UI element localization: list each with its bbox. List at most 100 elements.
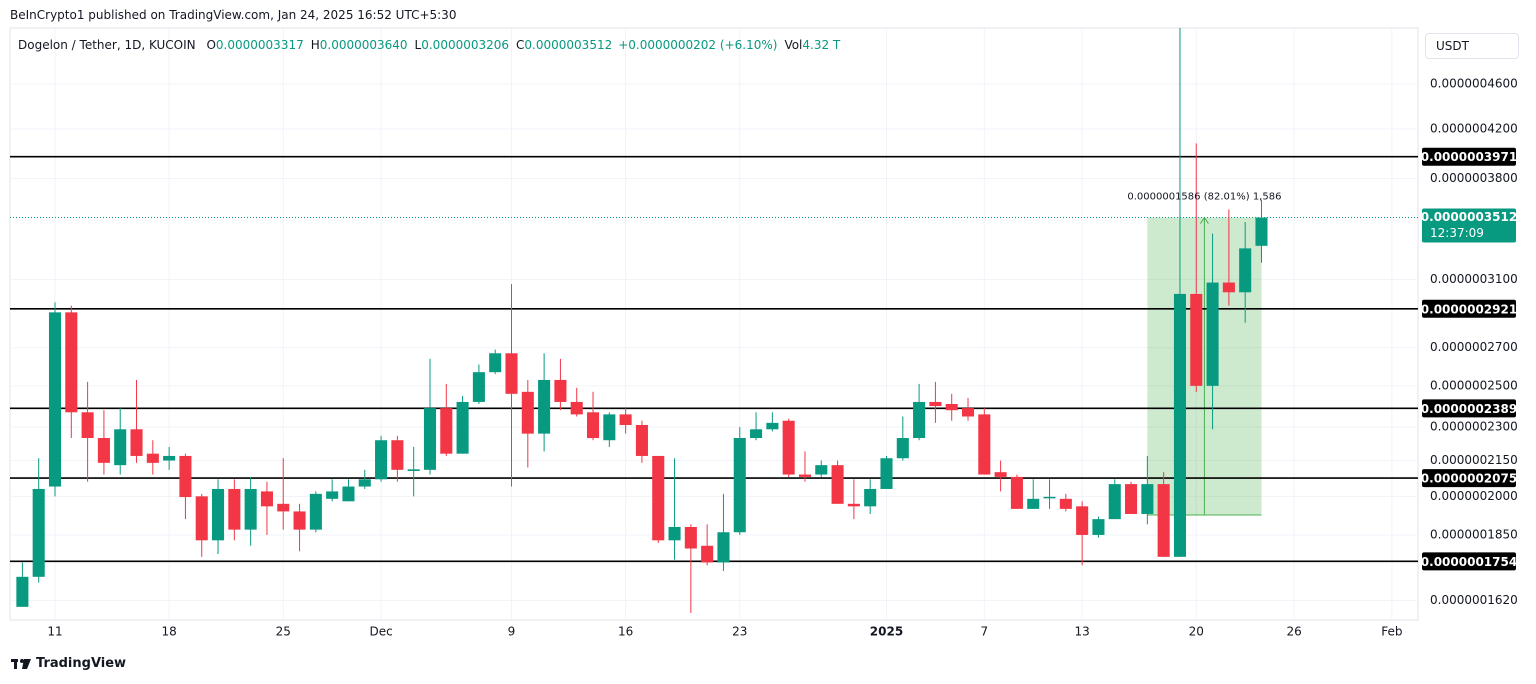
candle-body bbox=[244, 488, 257, 530]
candle-body bbox=[586, 412, 600, 439]
level-label: 0.0000002075 bbox=[1421, 472, 1517, 486]
candle-body bbox=[32, 488, 45, 577]
legend-key: O bbox=[206, 38, 216, 52]
candle-body bbox=[489, 353, 502, 373]
level-label: 0.0000002921 bbox=[1421, 302, 1517, 316]
x-tick-label: 23 bbox=[732, 625, 747, 639]
candle-body bbox=[1043, 496, 1056, 499]
x-tick-label: 16 bbox=[618, 625, 633, 639]
candle-body bbox=[212, 488, 225, 541]
candle-body bbox=[538, 379, 551, 434]
candle-body bbox=[114, 429, 127, 466]
legend-value: 0.0000003317 bbox=[215, 38, 304, 52]
level-label-bg bbox=[1422, 552, 1516, 571]
candle-body bbox=[293, 511, 306, 530]
y-tick-label: 0.0000002000 bbox=[1430, 489, 1518, 503]
candle-body bbox=[97, 438, 110, 463]
candle-body bbox=[423, 408, 437, 470]
last-price-label: 0.0000003512 bbox=[1421, 210, 1517, 224]
candle-body bbox=[309, 493, 322, 530]
candle-body bbox=[1141, 484, 1154, 514]
candle-body bbox=[440, 408, 453, 454]
candle-body bbox=[1239, 248, 1252, 293]
level-label: 0.0000001754 bbox=[1421, 555, 1517, 569]
x-tick-label: 11 bbox=[47, 625, 62, 639]
candle-body bbox=[668, 526, 681, 541]
candle-body bbox=[896, 438, 909, 459]
candle-body bbox=[684, 526, 697, 549]
y-tick-label: 0.0000002500 bbox=[1430, 378, 1518, 392]
candle-body bbox=[81, 412, 94, 439]
x-tick-label: 7 bbox=[980, 625, 988, 639]
axes: 0.0000004600 0.0000004200 0.0000003800 0.00… bbox=[47, 76, 1517, 638]
candle-body bbox=[831, 465, 844, 504]
legend-value: 0.0000003206 bbox=[421, 38, 510, 52]
candle-body bbox=[929, 401, 942, 407]
candle-body bbox=[228, 488, 241, 530]
candle-body bbox=[717, 532, 730, 563]
candle-body bbox=[277, 503, 290, 512]
candle-body bbox=[65, 312, 78, 413]
y-tick-label: 0.0000001850 bbox=[1430, 527, 1518, 541]
x-tick-label: 13 bbox=[1075, 625, 1090, 639]
candle-body bbox=[701, 545, 714, 563]
candle-body bbox=[978, 414, 991, 475]
y-tick-label: 0.0000003100 bbox=[1430, 272, 1518, 286]
candle-body bbox=[1157, 484, 1170, 557]
candle-body bbox=[358, 479, 371, 487]
candle-body bbox=[945, 404, 958, 411]
countdown-label: 12:37:09 bbox=[1430, 226, 1484, 240]
y-tick-label: 0.0000001620 bbox=[1430, 593, 1518, 607]
measure-label: 0.0000001586 (82.01%) 1,586 bbox=[1127, 192, 1281, 203]
candle-body bbox=[1092, 519, 1105, 535]
legend-key: L bbox=[414, 38, 422, 52]
candle-body bbox=[505, 353, 518, 394]
candle-body bbox=[1206, 282, 1219, 386]
candle-body bbox=[570, 401, 583, 415]
candle-body bbox=[619, 414, 632, 425]
level-label: 0.0000003971 bbox=[1421, 150, 1517, 164]
last-price-bg bbox=[1422, 208, 1516, 243]
candle-body bbox=[456, 401, 469, 454]
candle-body bbox=[1125, 484, 1138, 514]
x-tick-label: 26 bbox=[1286, 625, 1301, 639]
currency-button[interactable]: USDT bbox=[1425, 33, 1519, 59]
legend-key: H bbox=[310, 38, 320, 52]
candle-body bbox=[195, 496, 208, 541]
candle-body bbox=[48, 312, 62, 487]
candle-body bbox=[554, 379, 567, 402]
candle-body bbox=[798, 474, 812, 477]
symbol-legend: Dogelon / Tether, 1D, KUCOIN O0.00000033… bbox=[18, 38, 840, 52]
candle-body bbox=[1010, 476, 1023, 509]
plot bbox=[10, 28, 1418, 614]
candle-body bbox=[179, 455, 192, 498]
level-label-bg bbox=[1422, 147, 1516, 166]
candle-body bbox=[163, 455, 176, 461]
candle-body bbox=[130, 429, 143, 456]
y-tick-label: 0.0000002150 bbox=[1430, 453, 1518, 467]
y-tick-label: 0.0000002300 bbox=[1430, 420, 1518, 434]
candle-body bbox=[1190, 293, 1203, 386]
legend-value: 0.0000003512 bbox=[524, 38, 613, 52]
symbol: Dogelon / Tether, 1D, KUCOIN bbox=[18, 38, 196, 52]
candle-body bbox=[1059, 498, 1072, 509]
legend-value: 0.0000003640 bbox=[319, 38, 408, 52]
level-label-bg bbox=[1422, 399, 1516, 418]
candle-body bbox=[342, 486, 355, 502]
legend-value: 4.32 T bbox=[802, 38, 841, 52]
x-tick-label: 9 bbox=[508, 625, 516, 639]
candle-body bbox=[652, 455, 665, 541]
candle-body bbox=[880, 458, 893, 489]
candle-body bbox=[994, 472, 1007, 477]
y-tick-label: 0.0000003800 bbox=[1430, 171, 1518, 185]
candle-body bbox=[603, 414, 616, 441]
candle-body bbox=[1108, 484, 1121, 520]
candle-body bbox=[847, 503, 860, 507]
footer-brand: TradingView bbox=[36, 656, 127, 671]
candle-body bbox=[16, 576, 29, 607]
level-label-bg bbox=[1422, 299, 1516, 318]
footer-logo bbox=[11, 659, 31, 669]
y-tick-label: 0.0000004200 bbox=[1430, 121, 1518, 135]
